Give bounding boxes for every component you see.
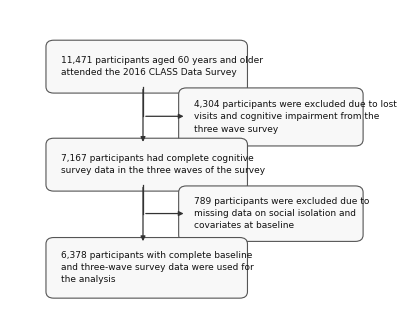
FancyBboxPatch shape xyxy=(46,40,248,93)
Text: 789 participants were excluded due to
missing data on social isolation and
covar: 789 participants were excluded due to mi… xyxy=(194,197,370,230)
FancyBboxPatch shape xyxy=(46,238,248,298)
Text: 4,304 participants were excluded due to lost
visits and cognitive impairment fro: 4,304 participants were excluded due to … xyxy=(194,100,397,134)
Text: 11,471 participants aged 60 years and older
attended the 2016 CLASS Data Survey: 11,471 participants aged 60 years and ol… xyxy=(62,56,264,77)
Text: 6,378 participants with complete baseline
and three-wave survey data were used f: 6,378 participants with complete baselin… xyxy=(62,251,254,284)
Text: 7,167 participants had complete cognitive
survey data in the three waves of the : 7,167 participants had complete cognitiv… xyxy=(62,154,266,175)
FancyBboxPatch shape xyxy=(46,138,248,191)
FancyBboxPatch shape xyxy=(179,186,363,242)
FancyBboxPatch shape xyxy=(179,88,363,146)
